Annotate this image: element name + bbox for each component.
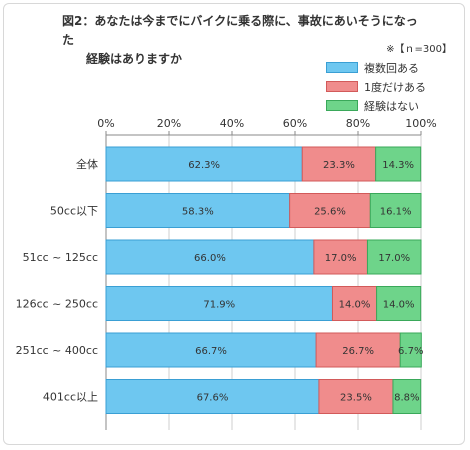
chart-title: 図2：あなたは今までにバイクに乗る際に、事故にあいそうになった 経験はありますか xyxy=(62,12,422,69)
data-label: 14.0% xyxy=(383,300,415,311)
data-label: 62.3% xyxy=(188,160,220,171)
data-label: 16.1% xyxy=(380,207,412,218)
chart-legend: 複数回ある 1度だけある 経験はない xyxy=(326,59,426,116)
x-tick-label: 0% xyxy=(97,117,114,130)
data-label: 23.3% xyxy=(323,160,355,171)
data-label: 67.6% xyxy=(197,393,229,404)
data-label: 25.6% xyxy=(314,207,346,218)
bar-segment xyxy=(366,239,422,275)
data-label: 26.7% xyxy=(342,346,374,357)
data-label: 17.0% xyxy=(325,253,357,264)
chart-title-line2: 経験はありますか xyxy=(86,52,183,66)
data-label: 6.7% xyxy=(398,346,423,357)
data-label: 17.0% xyxy=(378,253,410,264)
x-tick-label: 60% xyxy=(283,117,307,130)
bar-segment xyxy=(399,332,422,368)
legend-swatch-0 xyxy=(326,62,358,73)
legend-item-2: 経験はない xyxy=(326,97,426,114)
category-label: 126cc ~ 250cc xyxy=(16,298,98,311)
bar-segment xyxy=(331,286,378,321)
bar-segment xyxy=(392,379,422,414)
category-label: 全体 xyxy=(76,157,98,171)
legend-label-0: 複数回ある xyxy=(364,61,419,75)
legend-swatch-1 xyxy=(326,81,358,92)
sample-size-note: ※【ｎ=300】 xyxy=(386,44,452,55)
x-tick-label: 20% xyxy=(157,117,181,130)
data-label: 66.7% xyxy=(195,346,227,357)
category-label: 251cc ~ 400cc xyxy=(16,344,98,357)
data-label: 14.0% xyxy=(339,300,371,311)
data-label: 8.8% xyxy=(394,393,419,404)
data-label: 14.3% xyxy=(382,160,414,171)
category-label: 401cc以上 xyxy=(43,391,98,404)
bar-segment xyxy=(289,193,371,228)
data-label: 66.0% xyxy=(194,253,226,264)
bar-segment xyxy=(313,239,368,275)
data-label: 23.5% xyxy=(340,393,372,404)
legend-item-1: 1度だけある xyxy=(326,78,426,95)
x-tick-label: 100% xyxy=(405,117,436,130)
data-label: 58.3% xyxy=(182,207,214,218)
legend-item-0: 複数回ある xyxy=(326,59,426,76)
legend-label-1: 1度だけある xyxy=(364,80,426,94)
data-label: 71.9% xyxy=(203,300,235,311)
bar-segment xyxy=(369,193,422,228)
bar-segment xyxy=(301,146,377,182)
bar-segment xyxy=(105,193,291,228)
bar-segment xyxy=(376,286,422,321)
bar-segment xyxy=(318,379,394,414)
x-tick-label: 80% xyxy=(346,117,370,130)
bar-segment xyxy=(375,146,422,182)
bar-segment xyxy=(105,146,303,182)
legend-label-2: 経験はない xyxy=(364,99,419,113)
category-label: 50cc以下 xyxy=(50,205,98,218)
category-label: 51cc ~ 125cc xyxy=(23,251,98,264)
bar-segment xyxy=(105,379,320,414)
bar-segment xyxy=(105,286,333,321)
legend-swatch-2 xyxy=(326,100,358,111)
bar-segment xyxy=(105,239,315,275)
x-tick-label: 40% xyxy=(220,117,244,130)
bar-segment xyxy=(105,332,317,368)
chart-title-line1: 図2：あなたは今までにバイクに乗る際に、事故にあいそうになった xyxy=(62,14,418,47)
